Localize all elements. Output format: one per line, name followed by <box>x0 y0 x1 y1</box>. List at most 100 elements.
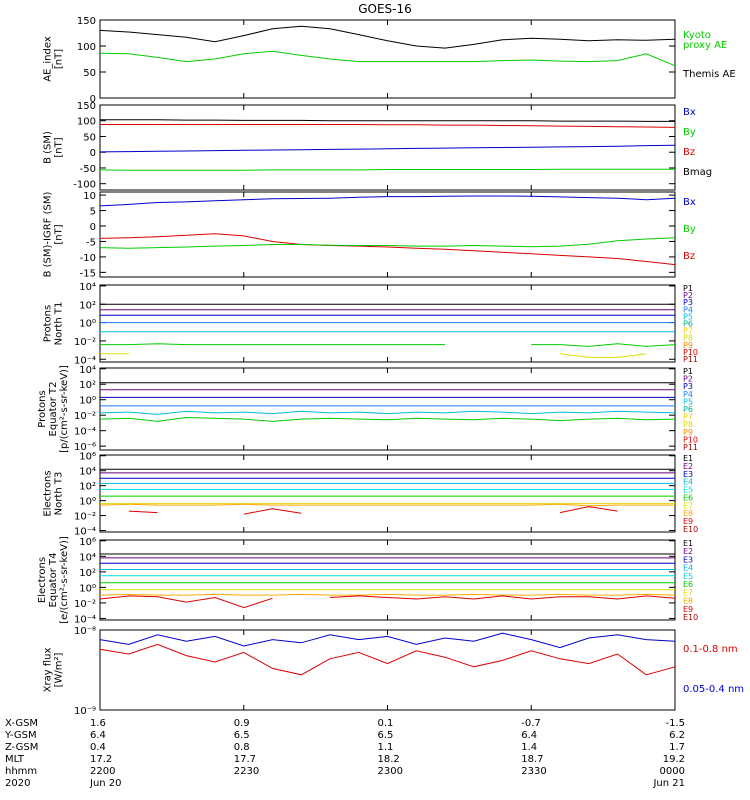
y-axis-label: [nT] <box>54 49 65 69</box>
legend-entry: Bz <box>683 147 695 158</box>
footer-cell: 0.9 <box>234 718 250 729</box>
y-tick-label: 10⁴ <box>79 467 96 478</box>
legend-entry: P2 <box>683 375 693 384</box>
panel-pe: 10⁴ 10² 10⁰ 10⁻² 10⁻⁴ 10⁻⁶ Protons Equator T2 [p… <box>37 365 698 453</box>
footer-cell: 17.2 <box>90 754 112 765</box>
footer-row-label: X-GSM <box>5 718 38 729</box>
footer-cell: 17.7 <box>234 754 256 765</box>
y-tick-label: 50 <box>83 68 96 79</box>
legend-entry: P10 <box>683 435 698 444</box>
y-axis-label: Protons <box>43 305 54 342</box>
legend-entry: P10 <box>683 348 698 357</box>
series-line-e8 <box>99 503 675 507</box>
y-tick-label: 0 <box>90 94 96 105</box>
legend-entry: E6 <box>683 493 693 502</box>
footer-row-label: 2020 <box>5 778 30 789</box>
footer-cell: 2200 <box>90 766 115 777</box>
legend-entry: E4 <box>683 478 693 487</box>
legend-entry: E7 <box>683 588 693 597</box>
legend-entry: E8 <box>683 597 693 606</box>
footer-cell: -0.7 <box>521 718 541 729</box>
legend-entry: P7 <box>683 413 693 422</box>
panel-bsm: 150 100 50 0 -50 -100 B (SM) [nT] Bx By Bz Bmag <box>43 101 713 191</box>
y-axis-label: [W/m²] <box>54 652 65 687</box>
legend-entry: E10 <box>683 613 698 622</box>
series-line-by <box>99 168 675 171</box>
series-line-p5 <box>99 410 676 415</box>
footer-cell: 0.8 <box>234 742 250 753</box>
footer-cell: 19.2 <box>663 754 685 765</box>
series-line-0-05-0-4-nm <box>99 632 676 649</box>
series-line-bz <box>100 124 676 128</box>
legend-entry: P9 <box>683 341 693 350</box>
y-tick-label: 10⁻⁴ <box>74 614 96 625</box>
y-axis-label: North T1 <box>54 302 65 346</box>
footer-cell: 2330 <box>521 766 546 777</box>
y-tick-label: 10⁻² <box>74 599 96 610</box>
y-tick-label: 10⁰ <box>79 497 96 508</box>
panel-frame <box>99 629 676 711</box>
series-line-kyoto-proxy-ae <box>99 50 676 67</box>
footer-cell: 1.4 <box>521 742 537 753</box>
legend-entry: P1 <box>683 284 693 293</box>
legend-entry: E4 <box>683 564 693 573</box>
legend-entry: E1 <box>683 454 693 463</box>
footer-row-label: Y-GSM <box>4 730 37 741</box>
y-tick-label: 5 <box>90 207 96 218</box>
legend-entry: P1 <box>683 367 693 376</box>
panel-bigrf: 10 5 0 -5 -10 -15 B (SM)-IGRF (SM) [nT] Bx By Bz <box>43 191 696 279</box>
series-line-bmag <box>100 119 675 122</box>
legend-entry: P7 <box>683 327 693 336</box>
panel-pn: 10⁴ 10² 10⁰ 10⁻² 10⁻⁴ Protons North T1 P1P2P3P4… <box>43 282 699 366</box>
y-tick-label: 10⁰ <box>79 583 96 594</box>
legend-entry: E1 <box>683 539 693 548</box>
y-tick-label: 10⁻⁹ <box>74 706 96 717</box>
footer-cell: 6.4 <box>521 730 537 741</box>
y-axis-label: B (SM) <box>43 131 54 164</box>
legend-entry: P4 <box>683 305 693 314</box>
y-axis-label: [p/(cm²-s-sr-keV)] <box>59 365 70 453</box>
footer-cell: 6.5 <box>378 730 394 741</box>
y-tick-label: -100 <box>73 180 96 191</box>
footer-row-label: MLT <box>5 754 25 765</box>
legend-entry: E6 <box>683 580 693 589</box>
y-tick-label: 10 <box>83 191 96 202</box>
footer-cell: 18.2 <box>378 754 400 765</box>
legend-entry: P11 <box>683 443 698 452</box>
footer-cell: 18.7 <box>521 754 543 765</box>
y-tick-label: 10² <box>79 300 96 311</box>
footer-cell: Jun 20 <box>89 778 122 789</box>
legend-entry: Kyoto <box>683 30 711 41</box>
y-tick-label: 10² <box>79 568 96 579</box>
series-line-p6 <box>100 343 676 347</box>
panel-frame <box>99 104 676 191</box>
legend-entry: P6 <box>683 405 693 414</box>
panel-frame <box>99 191 676 278</box>
legend-entry: E8 <box>683 509 693 518</box>
footer-cell: -1.5 <box>665 718 685 729</box>
legend-entry: P8 <box>683 334 693 343</box>
y-tick-label: -50 <box>80 164 96 175</box>
legend-entry: E2 <box>683 547 693 556</box>
series-line-p6 <box>99 416 676 422</box>
y-tick-label: 10⁻⁸ <box>74 626 96 637</box>
series-line-e8 <box>99 593 676 596</box>
legend-entry: Bz <box>683 251 695 262</box>
panel-frame <box>99 19 676 99</box>
footer-row-label: hhmm <box>5 766 37 777</box>
panel-ee: 10⁶ 10⁴ 10² 10⁰ 10⁻² 10⁻⁴ Electrons Equator T4[… <box>37 536 698 625</box>
figure-title: GOES-16 <box>358 2 412 16</box>
y-axis-label: Electrons <box>43 470 54 516</box>
footer-cell: 6.4 <box>90 730 106 741</box>
legend-entry: P4 <box>683 390 693 399</box>
legend-entry: E2 <box>683 462 693 471</box>
series-line-e9 <box>99 595 676 609</box>
y-tick-label: 10² <box>79 380 96 391</box>
y-axis-label: North T3 <box>54 472 65 516</box>
legend-entry: P8 <box>683 420 693 429</box>
y-tick-label: 10⁴ <box>79 365 96 376</box>
legend-entry: P3 <box>683 298 693 307</box>
